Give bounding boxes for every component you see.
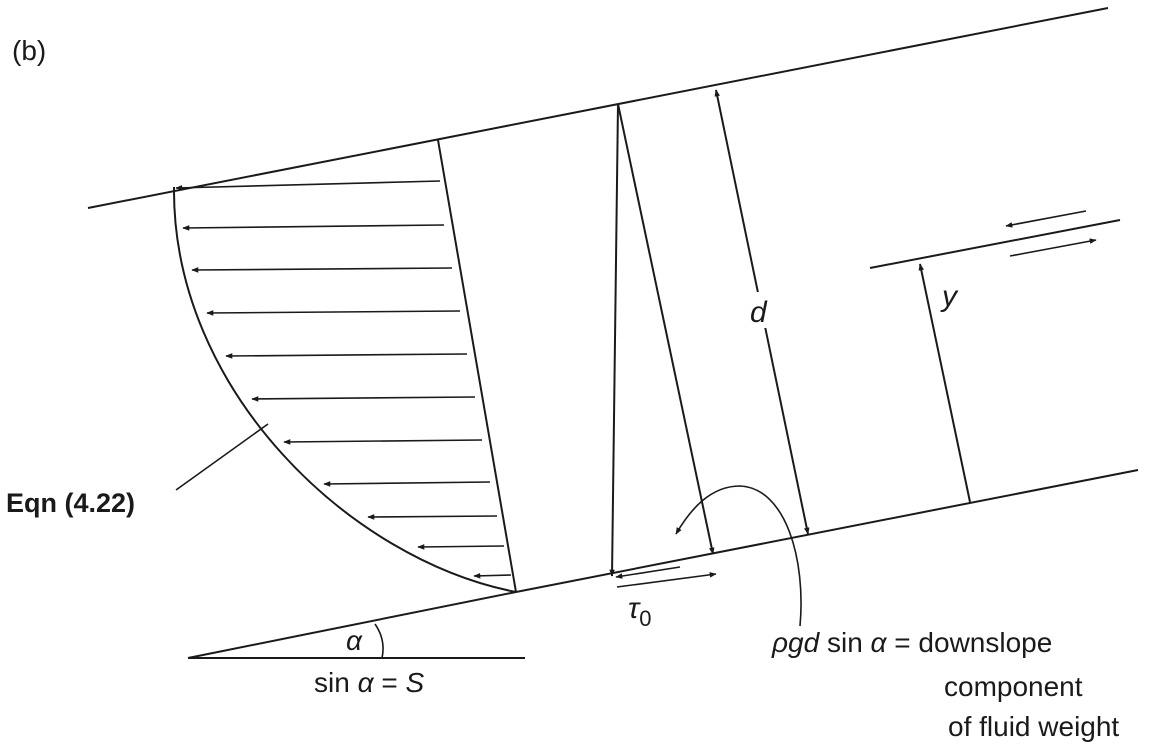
slope-reference-line	[187, 591, 517, 659]
weight-component-label-line2: component	[944, 671, 1083, 702]
velocity-arrow	[417, 544, 505, 550]
equation-leader-line	[175, 423, 269, 491]
depth-label-background	[748, 292, 774, 328]
panel-label: (b)	[12, 35, 46, 66]
angle-arc	[374, 623, 384, 659]
layer-shear-arrow-downslope	[1009, 238, 1097, 257]
velocity-arrow	[206, 310, 461, 316]
velocity-arrow	[251, 396, 476, 402]
depth-label: d	[750, 296, 768, 329]
height-label: y	[940, 280, 959, 313]
layer-shear-arrow-upslope	[1005, 210, 1087, 228]
slope-relation-label: sin α = S	[314, 667, 424, 698]
zero-velocity-line	[437, 139, 517, 593]
velocity-arrow	[367, 514, 498, 520]
bed-line	[515, 469, 1139, 593]
shear-stress-vertical-line	[609, 103, 619, 577]
velocity-arrow	[175, 180, 441, 191]
shear-stress-slant-line	[617, 103, 715, 555]
fluid-layer-line	[869, 219, 1121, 269]
velocity-arrow	[182, 224, 445, 231]
velocity-arrow	[323, 481, 491, 487]
weight-component-label: ρgd sin α = downslope	[771, 627, 1052, 658]
bed-shear-arrow-upslope	[615, 566, 681, 579]
equation-reference-label: Eqn (4.22)	[6, 488, 135, 518]
velocity-arrow	[283, 439, 483, 445]
velocity-profile-curve	[172, 186, 517, 593]
bed-shear-label: τ0	[628, 592, 651, 631]
angle-label: α	[346, 625, 363, 656]
free-surface-line	[87, 7, 1109, 209]
velocity-arrow	[191, 267, 453, 273]
velocity-arrows	[175, 180, 512, 579]
velocity-arrow	[473, 573, 512, 579]
weight-component-curved-arrow	[675, 485, 802, 627]
velocity-arrow	[225, 353, 468, 359]
weight-component-label-line3: of fluid weight	[948, 711, 1119, 742]
height-dimension-arrow	[918, 263, 971, 503]
bed-shear-arrow-downslope	[616, 572, 717, 588]
